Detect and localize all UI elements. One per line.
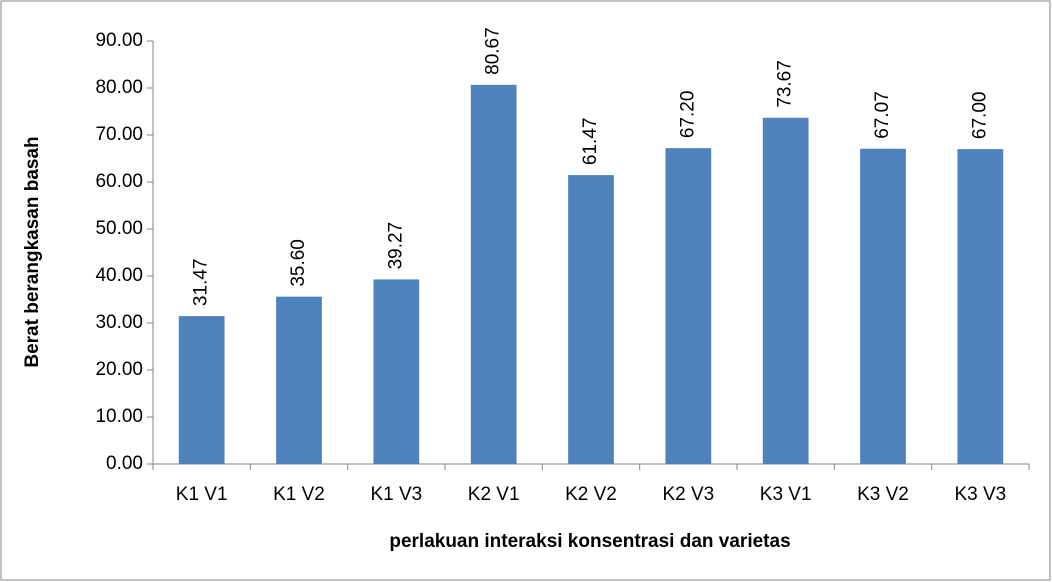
x-tick-label: K3 V1 [760, 484, 812, 505]
x-tick-label: K1 V2 [273, 484, 325, 505]
x-tick-label: K2 V3 [662, 484, 714, 505]
bar [276, 296, 322, 464]
bar [762, 117, 809, 464]
data-label: 61.47 [580, 118, 601, 166]
data-label: 67.07 [872, 91, 893, 139]
x-tick-label: K1 V1 [176, 484, 228, 505]
bar [860, 148, 906, 464]
y-axis-label: Berat berangkasan basah [22, 136, 43, 367]
data-label: 35.60 [288, 239, 309, 287]
y-tick-label: 10.00 [95, 406, 143, 427]
data-label: 73.67 [775, 60, 796, 108]
bar [568, 175, 614, 464]
bar [957, 149, 1004, 464]
x-axis-label: perlakuan interaksi konsentrasi dan vari… [389, 531, 790, 552]
y-tick-label: 90.00 [95, 30, 143, 51]
x-tick-label: K2 V2 [565, 484, 617, 505]
data-label: 80.67 [483, 27, 504, 75]
y-tick-label: 40.00 [95, 265, 143, 286]
y-tick-label: 80.00 [95, 77, 143, 98]
bar [373, 279, 420, 464]
data-label: 67.00 [969, 92, 990, 140]
x-tick-label: K3 V3 [954, 484, 1006, 505]
bar [470, 84, 517, 464]
x-tick-label: K2 V1 [468, 484, 520, 505]
y-tick-label: 0.00 [106, 453, 143, 474]
data-label: 31.47 [191, 259, 212, 307]
y-tick-label: 30.00 [95, 312, 143, 333]
bar [178, 316, 225, 464]
x-tick-label: K3 V2 [857, 484, 909, 505]
y-tick-label: 50.00 [95, 218, 143, 239]
y-tick-label: 70.00 [95, 124, 143, 145]
bar [665, 148, 712, 464]
x-tick-label: K1 V3 [370, 484, 422, 505]
data-label: 67.20 [677, 91, 698, 139]
y-tick-label: 20.00 [95, 359, 143, 380]
data-label: 39.27 [385, 222, 406, 270]
y-tick-label: 60.00 [95, 171, 143, 192]
